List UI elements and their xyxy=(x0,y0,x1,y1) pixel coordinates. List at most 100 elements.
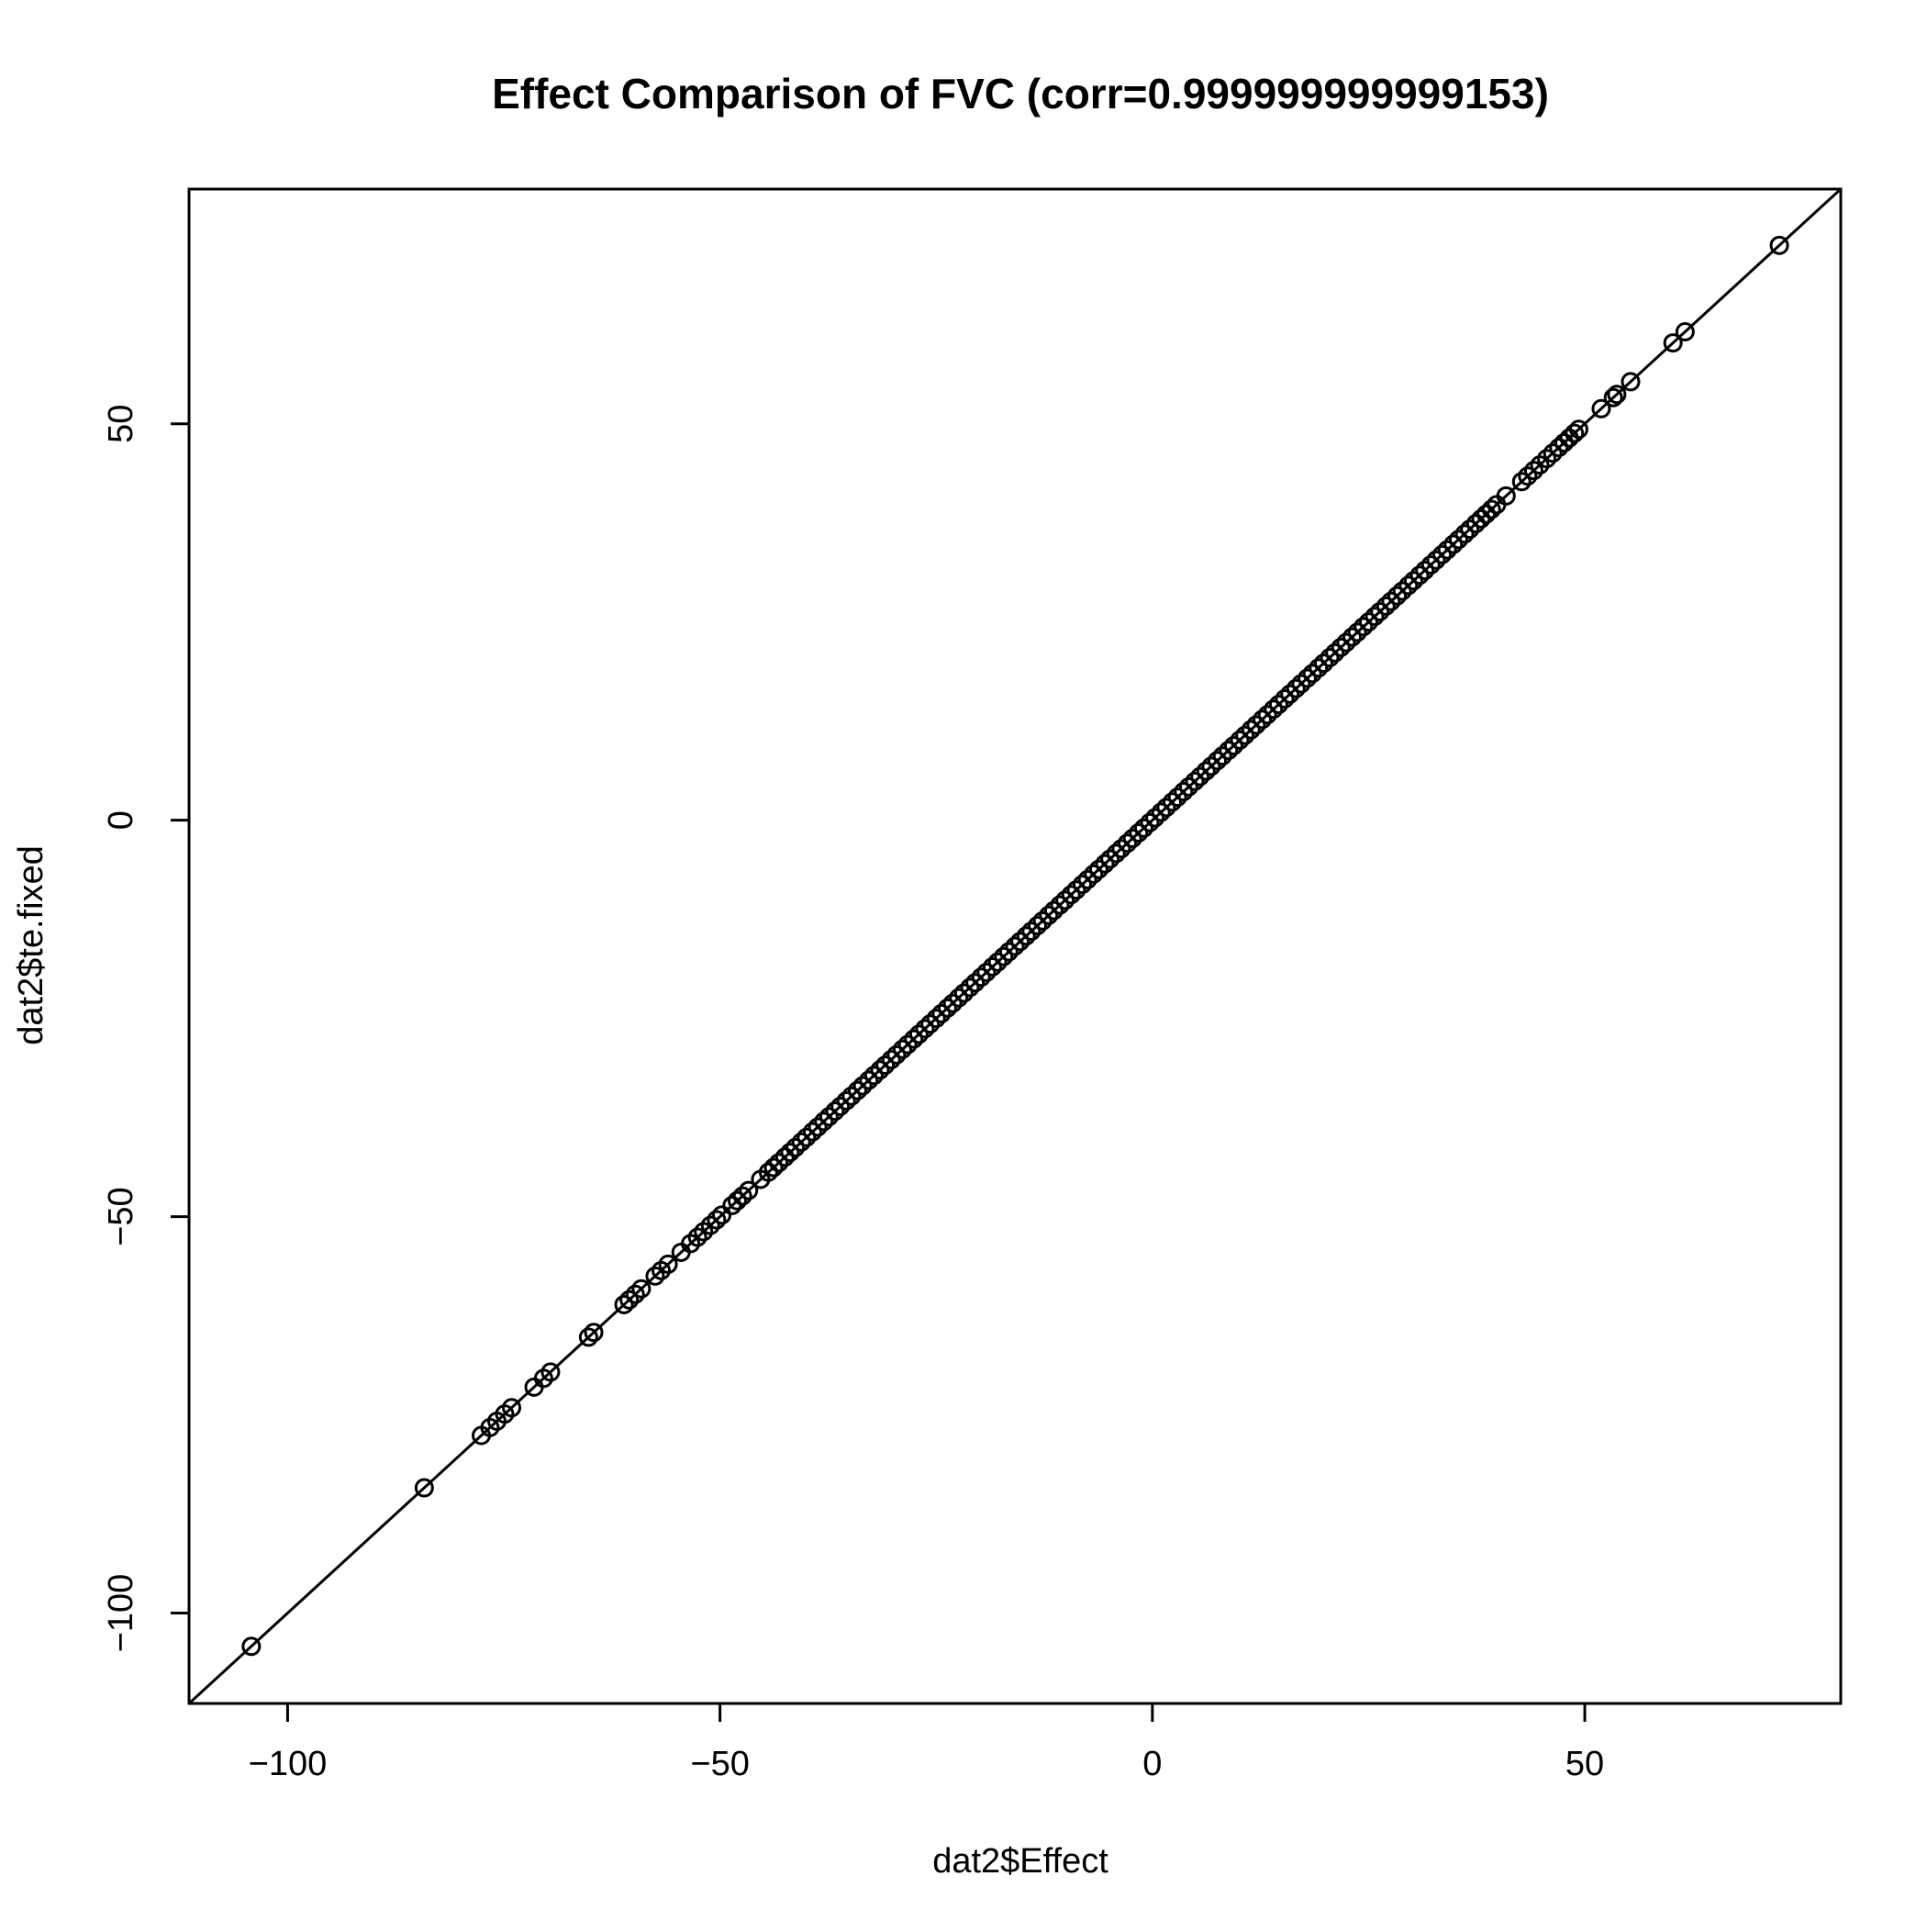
data-point xyxy=(1016,926,1036,946)
data-point xyxy=(769,1153,789,1173)
data-point xyxy=(1264,699,1284,720)
data-point xyxy=(1353,617,1374,637)
data-point xyxy=(1145,808,1165,828)
data-point xyxy=(1537,449,1557,469)
data-point xyxy=(1769,235,1789,255)
data-point xyxy=(700,1215,720,1235)
data-point xyxy=(1549,438,1569,458)
data-point xyxy=(998,942,1019,962)
y-tick-label: −50 xyxy=(102,1187,140,1245)
data-point xyxy=(1403,571,1423,591)
x-axis: −100 −50 0 50 xyxy=(249,1702,1604,1783)
data-point xyxy=(1190,766,1210,787)
data-point xyxy=(722,1195,742,1215)
data-point xyxy=(1156,798,1176,818)
data-point xyxy=(814,1111,834,1132)
data-point xyxy=(1511,472,1532,492)
data-point xyxy=(1061,885,1081,905)
data-point xyxy=(971,967,991,988)
data-point xyxy=(1471,508,1491,529)
data-point xyxy=(1095,854,1115,874)
data-point xyxy=(908,1024,929,1044)
data-point xyxy=(1313,653,1333,674)
data-point xyxy=(1518,466,1538,486)
data-point xyxy=(1106,843,1126,864)
data-point xyxy=(994,946,1014,966)
data-point xyxy=(1387,586,1408,606)
data-point xyxy=(739,1180,759,1201)
data-point xyxy=(892,1039,912,1059)
data-point xyxy=(1591,398,1611,419)
data-point xyxy=(1420,554,1441,575)
data-point xyxy=(1331,637,1351,657)
data-point xyxy=(712,1205,732,1225)
data-point xyxy=(920,1014,941,1034)
data-point xyxy=(1565,423,1585,443)
data-point xyxy=(796,1127,817,1147)
data-point xyxy=(1039,905,1059,925)
data-point xyxy=(1358,612,1378,632)
data-point xyxy=(1370,601,1390,621)
data-point xyxy=(841,1086,862,1106)
data-point xyxy=(904,1029,924,1049)
data-point xyxy=(707,1210,727,1230)
data-point xyxy=(1437,540,1457,560)
data-point xyxy=(819,1107,839,1127)
data-point xyxy=(241,1636,262,1657)
data-point xyxy=(1465,514,1486,534)
data-point xyxy=(645,1266,665,1286)
data-point xyxy=(1280,684,1300,704)
data-point xyxy=(881,1050,901,1070)
data-point xyxy=(1178,776,1198,797)
data-point xyxy=(1140,812,1160,832)
data-point xyxy=(1286,678,1306,698)
data-point xyxy=(1291,674,1311,694)
data-points-layer xyxy=(241,235,1789,1657)
data-point xyxy=(631,1279,652,1299)
data-point xyxy=(1257,705,1277,725)
x-tick-label: 0 xyxy=(1142,1745,1162,1783)
data-point xyxy=(1223,735,1243,755)
data-point xyxy=(915,1019,935,1039)
data-point xyxy=(1043,900,1064,921)
data-point xyxy=(1675,321,1695,341)
data-point xyxy=(1021,921,1041,942)
data-point xyxy=(1129,822,1149,843)
data-point xyxy=(937,998,957,1018)
data-point xyxy=(502,1398,522,1418)
data-point xyxy=(1241,720,1261,740)
data-point xyxy=(1167,787,1187,808)
data-point xyxy=(802,1122,822,1142)
data-point xyxy=(1554,432,1574,452)
data-point xyxy=(540,1362,561,1382)
data-point xyxy=(1568,419,1588,440)
data-point xyxy=(1325,642,1345,663)
data-point xyxy=(875,1055,896,1076)
data-point xyxy=(1432,544,1453,564)
data-point xyxy=(1409,565,1430,586)
data-point xyxy=(414,1478,434,1498)
y-axis-label: dat2$te.fixed xyxy=(12,845,50,1045)
data-point xyxy=(1122,829,1142,849)
data-point xyxy=(1219,741,1239,761)
data-point xyxy=(1185,771,1205,791)
data-point xyxy=(949,988,969,1008)
data-point xyxy=(578,1327,598,1347)
data-point xyxy=(614,1294,634,1314)
data-point xyxy=(1010,932,1030,952)
data-point xyxy=(1454,524,1475,544)
x-axis-label: dat2$Effect xyxy=(932,1842,1108,1881)
data-point xyxy=(1253,709,1273,730)
x-tick-label: −100 xyxy=(249,1745,328,1783)
data-point xyxy=(1235,725,1255,745)
data-point xyxy=(791,1132,811,1152)
data-point xyxy=(1005,936,1025,956)
x-tick-label: −50 xyxy=(690,1745,749,1783)
data-point xyxy=(1336,632,1356,653)
data-point xyxy=(1032,910,1053,931)
data-point xyxy=(1118,833,1138,854)
data-point xyxy=(1246,715,1266,735)
data-point xyxy=(1050,895,1070,915)
